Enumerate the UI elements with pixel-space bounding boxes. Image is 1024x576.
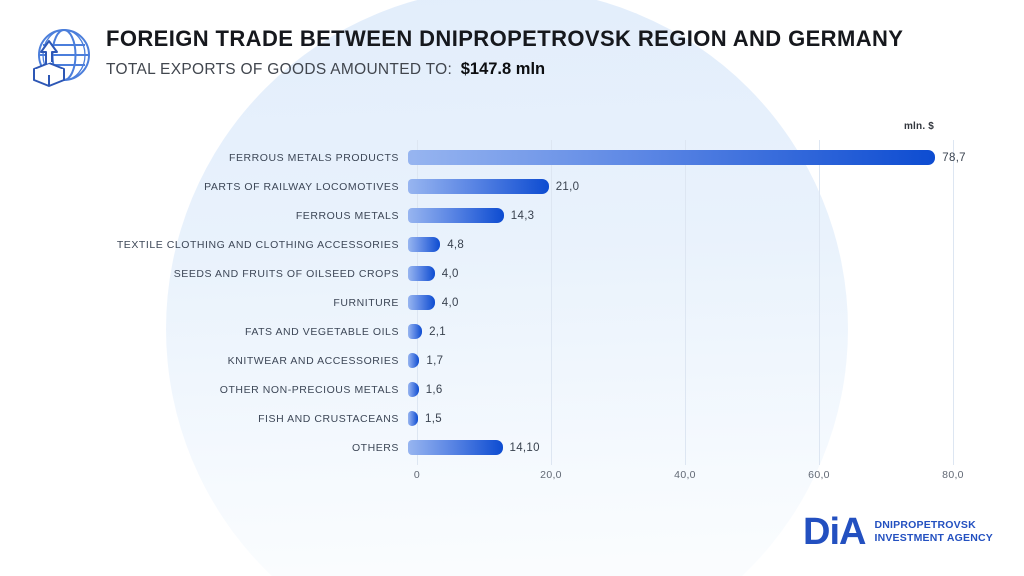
bar-area: 4,0 xyxy=(408,266,968,281)
x-tick: 80,0 xyxy=(942,469,964,481)
page-title: FOREIGN TRADE BETWEEN DNIPROPETROVSK REG… xyxy=(106,26,904,51)
globe-export-icon xyxy=(33,29,90,87)
category-label: KNITWEAR AND ACCESSORIES xyxy=(227,354,399,367)
gridline xyxy=(685,140,686,465)
x-axis: 0 20,0 40,0 60,0 80,0 xyxy=(413,469,964,483)
bar xyxy=(408,266,435,281)
subtitle-value: $147.8 mln xyxy=(460,60,546,78)
value-label: 21,0 xyxy=(555,180,580,193)
value-label: 4,0 xyxy=(441,296,459,309)
category-label: FISH AND CRUSTACEANS xyxy=(258,412,399,425)
x-tick: 60,0 xyxy=(808,469,830,481)
chart-row: PARTS OF RAILWAY LOCOMOTIVES 21,0 xyxy=(0,172,1024,201)
bar-area: 4,0 xyxy=(408,295,968,310)
value-label: 4,0 xyxy=(441,267,459,280)
chart-row: TEXTILE CLOTHING AND CLOTHING ACCESSORIE… xyxy=(0,230,1024,259)
category-label: FERROUS METALS PRODUCTS xyxy=(229,151,399,164)
agency-line-2: INVESTMENT AGENCY xyxy=(874,532,993,544)
bar xyxy=(408,295,435,310)
bar xyxy=(408,150,936,165)
chart-row: KNITWEAR AND ACCESSORIES 1,7 xyxy=(0,346,1024,375)
chart-row: OTHER NON-PRECIOUS METALS 1,6 xyxy=(0,375,1024,404)
gridline xyxy=(551,140,552,465)
bar xyxy=(408,237,441,252)
bar xyxy=(408,411,418,426)
gridline xyxy=(819,140,820,465)
bar xyxy=(408,382,419,397)
value-label: 1,5 xyxy=(425,412,442,425)
category-label: FERROUS METALS xyxy=(295,209,399,222)
category-label: FURNITURE xyxy=(333,296,399,309)
bar xyxy=(408,440,503,455)
category-label: OTHERS xyxy=(351,441,399,454)
chart-row: FERROUS METALS PRODUCTS 78,7 xyxy=(0,143,1024,172)
value-label: 4,8 xyxy=(447,238,465,251)
bar-area: 14,3 xyxy=(408,208,968,223)
axis-unit-label: mln. $ xyxy=(903,121,935,132)
chart-row: FISH AND CRUSTACEANS 1,5 xyxy=(0,404,1024,433)
value-label: 1,6 xyxy=(425,383,443,396)
gridline xyxy=(953,140,954,465)
category-label: PARTS OF RAILWAY LOCOMOTIVES xyxy=(204,180,399,193)
chart-row: SEEDS AND FRUITS OF OILSEED CROPS 4,0 xyxy=(0,259,1024,288)
value-label: 78,7 xyxy=(942,151,966,164)
x-tick: 20,0 xyxy=(540,469,562,481)
chart-row: FURNITURE 4,0 xyxy=(0,288,1024,317)
x-tick: 40,0 xyxy=(674,469,696,481)
chart-row: FERROUS METALS 14,3 xyxy=(0,201,1024,230)
chart-row: FATS AND VEGETABLE OILS 2,1 xyxy=(0,317,1024,346)
bar-area: 78,7 xyxy=(408,150,968,165)
bar-area: 2,1 xyxy=(408,324,968,339)
dia-logo-mark: DiA xyxy=(803,511,866,553)
chart-row: OTHERS 14,10 xyxy=(0,433,1024,462)
bar xyxy=(408,353,420,368)
value-label: 14,10 xyxy=(509,441,540,454)
bar xyxy=(408,208,504,223)
bar xyxy=(408,179,549,194)
agency-line-1: DNIPROPETROVSK xyxy=(874,519,976,531)
value-label: 1,7 xyxy=(426,354,444,367)
category-label: FATS AND VEGETABLE OILS xyxy=(244,325,399,338)
x-tick: 0 xyxy=(413,469,421,481)
dia-logo-text: DNIPROPETROVSK INVESTMENT AGENCY xyxy=(874,519,993,545)
title-block: FOREIGN TRADE BETWEEN DNIPROPETROVSK REG… xyxy=(106,24,903,79)
value-label: 14,3 xyxy=(510,209,535,222)
bar-area: 21,0 xyxy=(408,179,968,194)
subtitle-label: TOTAL EXPORTS OF GOODS AMOUNTED TO: xyxy=(106,61,453,78)
bar-area: 14,10 xyxy=(408,440,968,455)
category-label: TEXTILE CLOTHING AND CLOTHING ACCESSORIE… xyxy=(116,238,399,251)
subtitle: TOTAL EXPORTS OF GOODS AMOUNTED TO: $147… xyxy=(106,60,903,79)
category-label: SEEDS AND FRUITS OF OILSEED CROPS xyxy=(173,267,399,280)
bar-area: 1,7 xyxy=(408,353,968,368)
bar-chart: FERROUS METALS PRODUCTS 78,7 PARTS OF RA… xyxy=(0,143,1024,462)
bar-area: 4,8 xyxy=(408,237,968,252)
value-label: 2,1 xyxy=(429,325,446,338)
background-circle xyxy=(166,0,848,576)
category-label: OTHER NON-PRECIOUS METALS xyxy=(219,383,399,396)
header: FOREIGN TRADE BETWEEN DNIPROPETROVSK REG… xyxy=(26,24,903,92)
bar xyxy=(408,324,423,339)
bar-area: 1,6 xyxy=(408,382,968,397)
bar-area: 1,5 xyxy=(408,411,968,426)
dia-logo: DiA DNIPROPETROVSK INVESTMENT AGENCY xyxy=(803,512,993,552)
